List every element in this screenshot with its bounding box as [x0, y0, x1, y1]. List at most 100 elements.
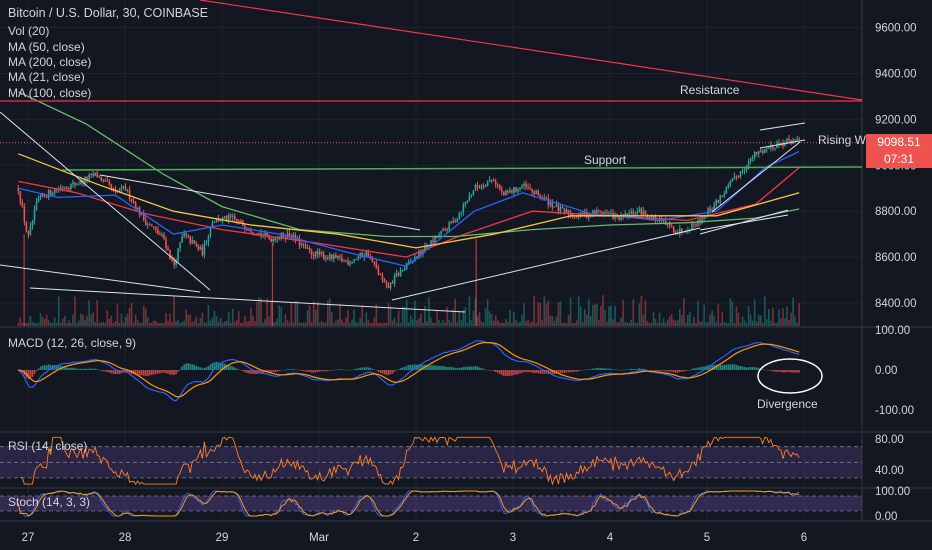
macd-histogram-bar: [640, 368, 643, 370]
candle-body: [21, 202, 24, 207]
macd-histogram-bar: [727, 364, 730, 370]
volume-bar: [729, 298, 732, 326]
volume-bar: [430, 317, 432, 326]
candle-body: [743, 169, 746, 171]
candle-body: [644, 210, 647, 215]
volume-bar: [695, 322, 697, 326]
macd-histogram-bar: [442, 365, 444, 370]
candle-body: [302, 243, 305, 245]
macd-histogram-bar: [27, 370, 30, 380]
macd-histogram-bar: [387, 370, 390, 376]
candle-body: [268, 236, 270, 239]
volume-bar: [711, 310, 713, 326]
candle-body: [157, 229, 159, 234]
candle-body: [482, 185, 485, 187]
macd-histogram-bar: [66, 367, 68, 370]
candle-body: [227, 215, 230, 221]
macd-histogram-bar: [581, 370, 584, 371]
volume-bar: [288, 322, 291, 326]
candle-body: [70, 183, 72, 189]
candle-body: [341, 257, 343, 262]
volume-bar: [124, 316, 127, 326]
candle-body: [505, 190, 507, 196]
volume-bar: [193, 320, 196, 326]
candle-body: [252, 232, 254, 234]
candle-body: [640, 208, 643, 215]
volume-bar: [68, 320, 70, 326]
macd-histogram-bar: [231, 366, 234, 370]
macd-histogram-bar: [456, 367, 459, 370]
volume-bar: [349, 322, 351, 326]
macd-histogram-bar: [288, 369, 291, 370]
volume-bar: [159, 322, 161, 326]
volume-bar: [130, 302, 133, 326]
candle-body: [300, 243, 303, 246]
macd-histogram-bar: [391, 370, 394, 374]
candle-body: [741, 170, 744, 172]
time-tick-label: 3: [510, 532, 516, 544]
candle-body: [630, 211, 633, 214]
volume-bar: [260, 298, 262, 326]
macd-histogram-bar: [432, 365, 434, 370]
macd-histogram-bar: [337, 369, 339, 370]
volume-bar: [646, 321, 649, 326]
candle-body: [62, 187, 64, 189]
volume-bar: [743, 320, 746, 326]
macd-histogram-bar: [513, 370, 515, 375]
candle-body: [274, 238, 277, 241]
rsi-label[interactable]: RSI (14, close): [8, 439, 88, 453]
candle-body: [37, 197, 40, 202]
candle-body: [626, 213, 629, 217]
volume-bar: [737, 312, 740, 326]
support-line: [61, 166, 863, 171]
macd-histogram-bar: [373, 369, 376, 370]
volume-bar: [167, 320, 169, 326]
volume-bar: [399, 322, 402, 326]
indicator-ma200[interactable]: MA (200, close): [8, 55, 92, 69]
volume-bar: [772, 307, 774, 326]
macd-histogram-bar: [618, 370, 620, 371]
macd-histogram-bar: [589, 369, 592, 370]
macd-histogram-bar: [482, 368, 485, 370]
macd-histogram-bar: [379, 370, 382, 373]
volume-bar: [531, 321, 533, 326]
volume-bar: [383, 322, 386, 326]
volume-bar: [683, 298, 685, 326]
candle-body: [41, 194, 44, 197]
macd-histogram-bar: [304, 370, 307, 372]
macd-label[interactable]: MACD (12, 26, close, 9): [8, 336, 137, 350]
candle-body: [699, 219, 701, 223]
macd-histogram-bar: [250, 370, 252, 374]
indicator-ma50[interactable]: MA (50, close): [8, 40, 85, 54]
candle-body: [668, 223, 671, 226]
candle-body: [240, 220, 242, 222]
macd-histogram-bar: [96, 369, 98, 370]
macd-histogram-bar: [654, 370, 657, 371]
indicator-ma21[interactable]: MA (21, close): [8, 70, 85, 84]
candle-body: [737, 176, 740, 178]
volume-bar: [367, 320, 370, 326]
candle-body: [403, 268, 406, 270]
candle-body: [715, 200, 718, 205]
indicator-ma100[interactable]: MA (100, close): [8, 86, 92, 100]
volume-bar: [151, 322, 153, 326]
volume-bar: [225, 320, 228, 326]
macd-histogram-bar: [128, 370, 131, 374]
candle-body: [480, 185, 483, 188]
macd-histogram-bar: [525, 370, 527, 373]
volume-bar: [632, 299, 635, 326]
candle-body: [515, 187, 517, 192]
candle-body: [333, 255, 335, 259]
macd-histogram-bar: [719, 364, 722, 370]
indicator-vol[interactable]: Vol (20): [8, 24, 50, 38]
macd-histogram-bar: [405, 365, 408, 370]
candle-body: [454, 220, 457, 222]
volume-bar: [757, 315, 760, 326]
volume-bar: [753, 299, 756, 326]
stoch-label[interactable]: Stoch (14, 3, 3): [8, 495, 91, 509]
macd-histogram-bar: [68, 367, 70, 370]
macd-histogram-bar: [780, 370, 782, 372]
volume-bar: [470, 320, 473, 326]
candle-body: [146, 224, 149, 226]
